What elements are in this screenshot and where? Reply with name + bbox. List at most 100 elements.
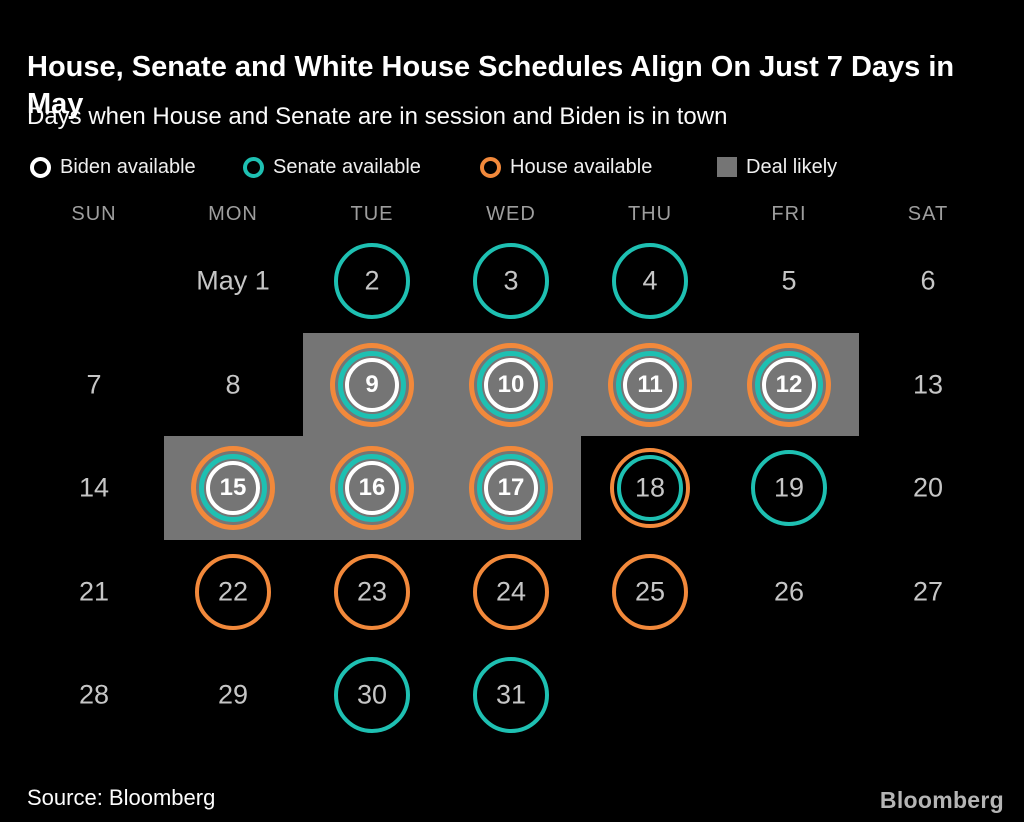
- calendar-day-5: 5: [720, 229, 859, 333]
- house-available-ring-icon: [469, 342, 553, 427]
- calendar-day-23: 23: [303, 540, 442, 644]
- day-number: 17: [497, 474, 525, 501]
- day-number: 24: [495, 576, 527, 606]
- senate-available-ring-icon: [755, 350, 823, 419]
- calendar-day-8: 8: [164, 333, 303, 437]
- calendar-day-13: 13: [859, 333, 998, 437]
- senate-available-ring-icon: [473, 657, 549, 733]
- biden-available-ring-icon: [484, 461, 538, 515]
- biden-available-ring-icon: [623, 357, 677, 412]
- source-note: Source: Bloomberg: [27, 785, 216, 810]
- calendar-day-3: 3: [442, 229, 581, 333]
- biden-available-ring-icon: [206, 461, 260, 515]
- day-number: 8: [225, 369, 241, 399]
- calendar-day-28: 28: [25, 643, 164, 747]
- calendar-day-11: 11: [581, 333, 720, 437]
- biden-available-ring-icon: [345, 461, 399, 515]
- senate-available-ring-icon: [334, 243, 410, 319]
- house-available-ring-icon: [469, 446, 553, 530]
- house-available-ring-icon: [480, 156, 501, 178]
- senate-available-ring-icon: [199, 454, 267, 522]
- weekday-header-sat: SAT: [907, 203, 949, 225]
- day-number: 29: [217, 679, 249, 710]
- calendar-day-10: 10: [442, 333, 581, 437]
- biden-available-ring-icon: [30, 156, 51, 178]
- day-number: 26: [773, 576, 805, 606]
- legend-item-biden: Biden available: [30, 153, 196, 181]
- senate-available-ring-icon: [751, 450, 827, 526]
- day-number: 28: [78, 679, 110, 710]
- calendar-day-16: 16: [303, 436, 442, 540]
- day-number: 27: [912, 576, 944, 606]
- calendar-day-7: 7: [25, 333, 164, 437]
- day-number: 30: [356, 679, 388, 710]
- day-number: May 1: [196, 265, 270, 296]
- day-number: 11: [637, 370, 663, 398]
- day-number: 31: [495, 679, 527, 710]
- senate-available-ring-icon: [243, 156, 264, 178]
- day-number: 9: [365, 370, 379, 398]
- calendar-day-31: 31: [442, 643, 581, 747]
- day-number: 19: [773, 472, 805, 503]
- biden-available-ring-icon: [345, 357, 399, 412]
- day-number: 21: [78, 576, 110, 606]
- day-number: 14: [78, 472, 110, 503]
- biden-available-ring-icon: [484, 357, 538, 412]
- legend-label-senate: Senate available: [273, 155, 421, 178]
- day-number: 23: [356, 576, 388, 606]
- senate-available-ring-icon: [616, 350, 684, 419]
- senate-available-ring-icon: [477, 454, 545, 522]
- house-available-ring-icon: [747, 342, 831, 427]
- legend-item-house: House available: [480, 153, 652, 181]
- senate-available-ring-icon: [334, 657, 410, 733]
- calendar-day-24: 24: [442, 540, 581, 644]
- calendar-day-2: 2: [303, 229, 442, 333]
- calendar-day-22: 22: [164, 540, 303, 644]
- day-number: 12: [775, 370, 803, 398]
- calendar-day-14: 14: [25, 436, 164, 540]
- day-number: 4: [642, 265, 658, 296]
- weekday-header-sun: SUN: [71, 203, 117, 225]
- house-available-ring-icon: [330, 342, 414, 427]
- house-available-ring-icon: [608, 342, 692, 427]
- house-available-ring-icon: [473, 553, 549, 630]
- house-available-ring-icon: [610, 448, 690, 528]
- day-number: 20: [912, 472, 944, 503]
- house-available-ring-icon: [330, 446, 414, 530]
- day-number: 18: [634, 472, 666, 503]
- legend-label-biden: Biden available: [60, 155, 196, 178]
- calendar-day-21: 21: [25, 540, 164, 644]
- day-number: 3: [503, 265, 519, 296]
- house-available-ring-icon: [195, 553, 271, 630]
- calendar-day-19: 19: [720, 436, 859, 540]
- legend-item-deal: Deal likely: [717, 153, 837, 181]
- senate-available-ring-icon: [617, 455, 683, 521]
- legend-label-house: House available: [510, 155, 653, 178]
- day-number: 2: [364, 265, 380, 296]
- weekday-header-fri: FRI: [771, 203, 807, 225]
- day-number: 15: [219, 474, 247, 501]
- house-available-ring-icon: [191, 446, 275, 530]
- calendar-day-30: 30: [303, 643, 442, 747]
- calendar-day-6: 6: [859, 229, 998, 333]
- chart-subtitle: Days when House and Senate are in sessio…: [27, 103, 728, 130]
- senate-available-ring-icon: [473, 243, 549, 319]
- calendar-day-1: May 1: [164, 229, 303, 333]
- legend-label-deal: Deal likely: [746, 155, 838, 178]
- calendar-day-4: 4: [581, 229, 720, 333]
- calendar-day-25: 25: [581, 540, 720, 644]
- weekday-header-tue: TUE: [350, 203, 394, 225]
- day-number: 25: [634, 576, 666, 606]
- weekday-header-wed: WED: [486, 203, 536, 225]
- day-number: 13: [912, 369, 944, 399]
- weekday-header-mon: MON: [208, 203, 258, 225]
- calendar-day-12: 12: [720, 333, 859, 437]
- calendar-day-20: 20: [859, 436, 998, 540]
- calendar-day-26: 26: [720, 540, 859, 644]
- biden-available-ring-icon: [762, 357, 816, 412]
- deal-likely-swatch-icon: [717, 157, 737, 177]
- day-number: 22: [217, 576, 249, 606]
- house-available-ring-icon: [334, 553, 410, 630]
- day-number: 16: [358, 474, 386, 501]
- weekday-header-thu: THU: [627, 203, 673, 225]
